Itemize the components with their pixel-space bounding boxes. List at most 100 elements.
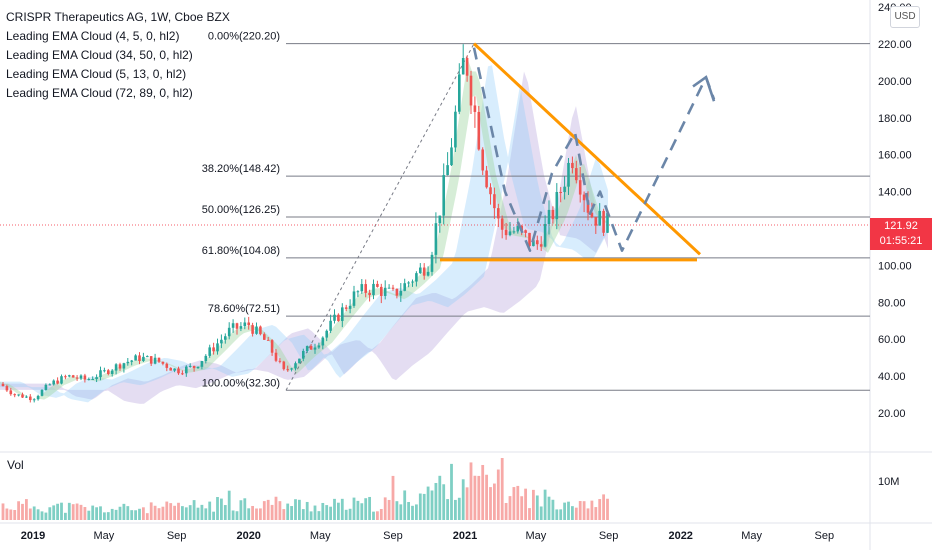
candle-body	[83, 375, 87, 380]
indicator-ema-cloud-5-13[interactable]: Leading EMA Cloud (5, 13, 0, hl2)	[6, 67, 187, 81]
volume-bar	[56, 503, 59, 520]
volume-bar	[110, 508, 114, 520]
candle-body	[446, 165, 449, 176]
candle-body	[138, 355, 141, 361]
volume-bar	[114, 509, 118, 520]
volume-bar	[75, 503, 79, 520]
candle-body	[21, 394, 24, 398]
volume-bar	[403, 490, 407, 520]
candle-body	[29, 396, 32, 401]
volume-bar	[239, 500, 243, 520]
volume-bar	[60, 502, 63, 520]
x-tick-label: 2019	[21, 530, 45, 542]
chart-title[interactable]: CRISPR Therapeutics AG, 1W, Cboe BZX	[6, 10, 230, 24]
volume-bar	[473, 475, 477, 520]
x-tick-label: Sep	[815, 530, 835, 542]
volume-bar	[138, 508, 141, 520]
volume-bar	[493, 483, 496, 520]
x-tick-label: Sep	[167, 530, 187, 542]
candle-body	[383, 287, 387, 296]
candle-body	[17, 394, 20, 396]
volume-bar	[25, 499, 28, 520]
volume-bar	[551, 499, 555, 520]
candle-body	[500, 218, 504, 230]
ema-cloud-72-89	[0, 71, 608, 404]
candle-body	[247, 322, 250, 326]
volume-bar	[251, 505, 254, 520]
candle-body	[40, 389, 44, 396]
fib-level-label: 78.60%(72.51)	[208, 303, 280, 315]
volume-bar	[243, 498, 247, 520]
indicator-ema-cloud-34-50[interactable]: Leading EMA Cloud (34, 50, 0, hl2)	[6, 48, 193, 62]
volume-bar	[134, 510, 137, 520]
volume-bar	[9, 509, 13, 520]
candle-body	[395, 288, 399, 296]
candle-body	[87, 379, 91, 381]
volume-bar	[524, 488, 527, 520]
candle-body	[419, 267, 422, 274]
volume-bar	[535, 495, 539, 520]
candle-body	[563, 186, 566, 193]
candle-body	[208, 347, 211, 356]
volume-bar	[555, 509, 559, 520]
volume-bar	[520, 496, 524, 520]
indicator-legend: CRISPR Therapeutics AG, 1W, Cboe BZX Lea…	[6, 8, 230, 103]
candle-body	[497, 208, 500, 219]
candle-body	[590, 212, 594, 218]
candle-body	[235, 323, 239, 329]
candle-body	[266, 339, 270, 341]
volume-bar	[598, 499, 602, 520]
candle-body	[126, 361, 130, 364]
candle-body	[188, 365, 192, 367]
fib-level-label: 100.00%(32.30)	[202, 377, 280, 389]
volume-bar	[44, 512, 48, 520]
projection-path	[472, 47, 716, 252]
volume-bar	[477, 475, 481, 520]
volume-bar	[28, 508, 32, 520]
volume-bar	[173, 505, 176, 520]
volume-bar	[212, 511, 215, 520]
volume-bar	[220, 498, 223, 520]
volume-bar	[426, 486, 430, 520]
volume-bar	[255, 508, 258, 520]
volume-bar	[235, 511, 239, 520]
volume-bar	[122, 503, 126, 520]
candle-body	[60, 376, 63, 384]
volume-bar	[567, 501, 570, 520]
volume-bar	[438, 475, 442, 520]
candle-body	[114, 364, 118, 371]
volume-bar	[223, 505, 227, 520]
indicator-ema-cloud-4-5[interactable]: Leading EMA Cloud (4, 5, 0, hl2)	[6, 29, 180, 43]
volume-bar	[489, 487, 492, 520]
volume-bar	[95, 507, 98, 520]
candle-body	[543, 224, 547, 247]
candle-body	[391, 287, 395, 289]
x-tick-label: 2021	[453, 530, 477, 542]
volume-bar	[266, 499, 270, 520]
candle-body	[91, 378, 94, 380]
volume-bar	[508, 496, 512, 520]
candle-body	[286, 369, 289, 371]
volume-bar	[83, 507, 87, 520]
candle-body	[344, 307, 348, 309]
volume-bar	[196, 507, 200, 520]
indicator-ema-cloud-72-89[interactable]: Leading EMA Cloud (72, 89, 0, hl2)	[6, 86, 193, 100]
y-tick-label: 220.00	[878, 39, 912, 51]
volume-bar	[227, 490, 231, 520]
currency-badge[interactable]: USD	[890, 6, 920, 28]
fib-level-label: 61.80%(104.08)	[202, 245, 280, 257]
volume-bar	[379, 508, 383, 520]
x-tick-label: May	[526, 530, 547, 542]
candle-body	[493, 194, 496, 209]
volume-bar	[407, 502, 410, 520]
volume-bar	[48, 507, 52, 520]
candle-body	[146, 356, 149, 358]
volume-bar	[356, 500, 360, 520]
volume-bar	[71, 504, 75, 520]
candle-body	[95, 377, 98, 379]
volume-bar	[188, 505, 192, 520]
candle-body	[44, 384, 48, 390]
candle-body	[403, 283, 406, 291]
candle-body	[251, 325, 254, 334]
